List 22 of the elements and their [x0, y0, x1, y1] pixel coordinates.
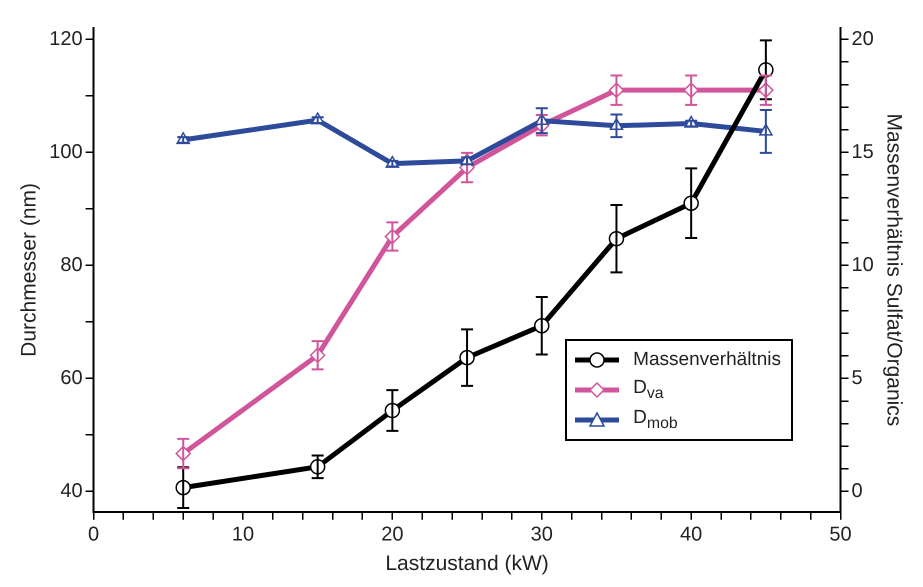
x-axis-title: Lastzustand (kW): [385, 552, 549, 576]
y2-tick-label: 5: [852, 366, 863, 389]
y-tick-label: 40: [60, 480, 83, 502]
y-tick-label: 60: [60, 366, 83, 389]
y-tick-label: 80: [60, 254, 83, 276]
y-tick-label: 120: [49, 28, 83, 50]
x-tick-label: 30: [530, 523, 553, 546]
x-tick-label: 20: [381, 523, 404, 546]
y2-tick-label: 0: [852, 480, 863, 502]
x-tick-label: 50: [829, 523, 852, 546]
y2-axis-title: Massenverhältnis Sulfat/Organics: [882, 113, 906, 426]
legend-label: D$_{va}$: [633, 377, 664, 403]
x-tick-label: 40: [680, 523, 702, 546]
y2-tick-label: 10: [852, 254, 874, 276]
y-tick-label: 100: [49, 140, 83, 163]
x-tick-label: 0: [88, 523, 100, 546]
legend-label: Massenverhältnis: [633, 349, 781, 371]
y2-tick-label: 15: [852, 140, 874, 163]
legend-label: D$_{mob}$: [633, 407, 678, 433]
y-axis-title: Durchmesser (nm): [17, 182, 40, 357]
x-tick-label: 10: [232, 523, 254, 546]
y2-tick-label: 20: [852, 28, 874, 50]
